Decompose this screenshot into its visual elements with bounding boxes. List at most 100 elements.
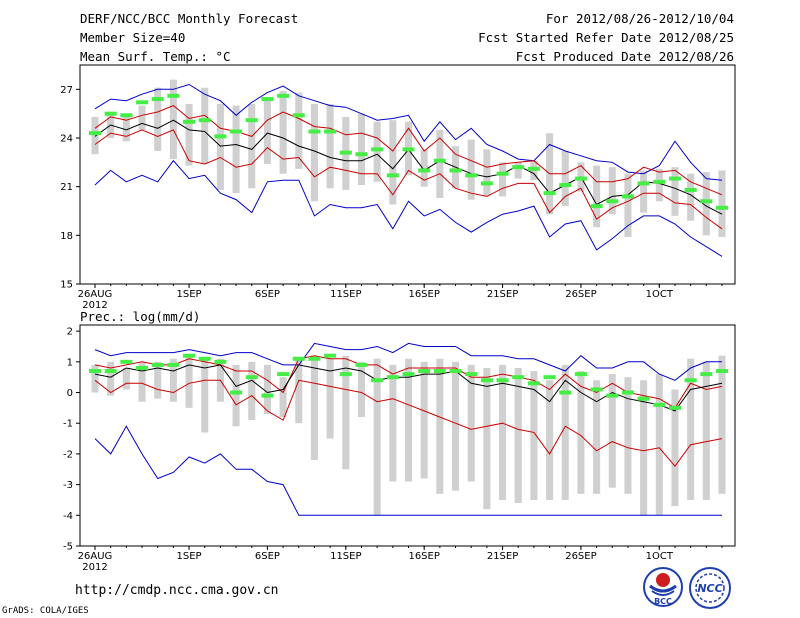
ensemble-box <box>451 361 460 491</box>
ensemble-box <box>499 162 507 197</box>
max-line <box>94 342 722 381</box>
observation-marker <box>716 205 728 210</box>
ncc-logo: NCC <box>686 566 734 610</box>
ensemble-box <box>530 371 538 500</box>
ensemble-box <box>624 377 632 494</box>
ensemble-box <box>436 358 444 494</box>
y-tick-label: 27 <box>60 85 73 96</box>
x-year-label: 2012 <box>82 562 107 573</box>
y-tick-label: 2 <box>67 327 73 338</box>
ensemble-box <box>640 170 648 213</box>
observation-marker <box>324 129 337 134</box>
ensemble-box <box>718 170 726 237</box>
ensemble-box <box>310 103 318 202</box>
ensemble-box <box>499 364 507 500</box>
observation-marker <box>402 372 415 377</box>
observation-marker <box>590 204 603 209</box>
ensemble-box <box>138 105 146 130</box>
y-tick-label: -2 <box>63 449 73 460</box>
x-tick-label: 16SEP <box>408 551 439 562</box>
ensemble-box <box>420 149 428 187</box>
observation-marker <box>89 369 101 374</box>
ensemble-box <box>295 92 303 169</box>
observation-marker <box>183 353 196 358</box>
ensemble-box <box>373 121 381 182</box>
ensemble-box <box>263 364 271 415</box>
max-line <box>94 83 723 181</box>
observation-marker <box>386 173 399 178</box>
ensemble-box <box>185 355 193 408</box>
plot-frame <box>79 324 736 547</box>
observation-marker <box>167 93 180 98</box>
ensemble-box <box>483 367 491 510</box>
observation-marker <box>590 387 603 392</box>
observation-marker <box>214 359 227 364</box>
ensemble-box <box>279 90 287 174</box>
ensemble-box <box>655 374 663 516</box>
observation-marker <box>355 152 368 157</box>
lower-spread-line <box>94 379 723 468</box>
observation-marker <box>433 369 446 374</box>
ensemble-box <box>624 173 632 237</box>
x-tick-label: 26AUG <box>78 551 113 562</box>
ensemble-box <box>593 165 601 228</box>
observation-marker <box>402 147 415 152</box>
min-line <box>94 425 722 516</box>
observation-marker <box>512 375 525 380</box>
source-url[interactable]: http://cmdp.ncc.cma.gov.cn <box>75 583 279 598</box>
ensemble-box <box>326 358 334 439</box>
observation-marker <box>621 194 634 199</box>
observation-marker <box>104 111 117 116</box>
observation-marker <box>433 158 446 163</box>
observation-marker <box>496 378 509 383</box>
x-tick-label: 21SEP <box>487 551 518 562</box>
observation-marker <box>559 183 572 188</box>
observation-marker <box>89 131 101 136</box>
ensemble-box <box>687 358 695 500</box>
observation-marker <box>512 165 525 170</box>
precipitation-title: Prec.: log(mm/d) <box>80 309 200 324</box>
upper-spread-line <box>94 355 723 409</box>
ensemble-box <box>122 113 130 142</box>
x-tick-label: 1OCT <box>646 289 674 300</box>
observation-marker <box>120 113 133 118</box>
observation-marker <box>386 375 399 380</box>
ensemble-box <box>248 361 256 421</box>
observation-marker <box>606 393 619 398</box>
ensemble-box <box>107 361 115 396</box>
observation-marker <box>418 168 431 173</box>
observation-marker <box>183 119 196 124</box>
min-line <box>94 159 723 257</box>
observation-marker <box>324 353 337 358</box>
observation-marker <box>543 191 556 196</box>
ensemble-box <box>310 355 318 461</box>
observation-marker <box>684 378 697 383</box>
ensemble-box <box>718 355 726 494</box>
y-tick-label: 15 <box>60 280 73 291</box>
observation-marker <box>668 405 681 410</box>
y-tick-label: 24 <box>60 134 73 145</box>
observation-marker <box>527 166 540 171</box>
ensemble-box <box>138 361 146 402</box>
ensemble-box <box>373 358 381 516</box>
y-tick-label: 18 <box>60 231 73 242</box>
observation-marker <box>700 372 713 377</box>
grads-credit: GrADS: COLA/IGES <box>2 606 89 616</box>
ensemble-box <box>122 367 130 390</box>
observation-marker <box>277 93 290 98</box>
ensemble-box <box>154 361 162 399</box>
lower-spread-line <box>94 129 723 230</box>
y-tick-label: 0 <box>67 388 73 399</box>
ensemble-box <box>185 103 193 166</box>
ensemble-box <box>404 358 413 482</box>
ensemble-box <box>342 355 350 470</box>
ensemble-box <box>608 374 616 488</box>
y-tick-label: -1 <box>63 419 73 430</box>
ensemble-box <box>467 364 475 482</box>
ensemble-box <box>702 361 710 500</box>
ensemble-box <box>436 129 444 199</box>
y-tick-label: 21 <box>60 182 73 193</box>
observation-marker <box>559 390 572 395</box>
observation-marker <box>245 375 258 380</box>
